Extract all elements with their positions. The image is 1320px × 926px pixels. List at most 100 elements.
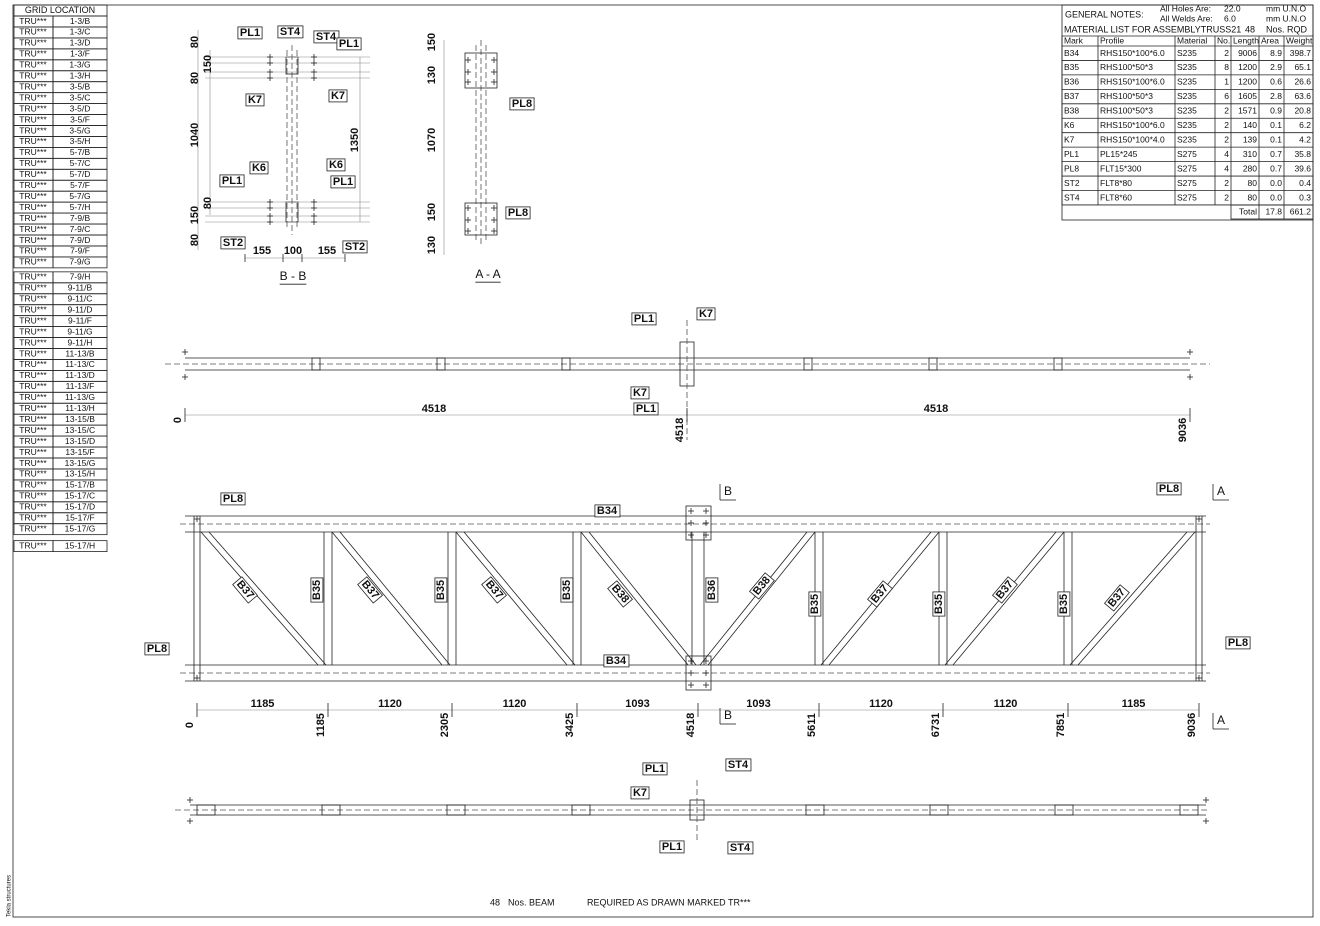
- label: PL8: [1159, 483, 1179, 495]
- label: REQUIRED AS DRAWN MARKED TR***: [587, 897, 751, 907]
- cell-text: 0.7: [1270, 163, 1282, 173]
- label: 80: [189, 234, 201, 246]
- label-box: [245, 93, 265, 107]
- cell-text: RHS150*100*6.0: [1100, 48, 1165, 58]
- cell-text: TRU***: [19, 403, 47, 413]
- cell-text: 20.8: [1294, 106, 1311, 116]
- stiffener: [446, 804, 466, 816]
- cell-text: 11-13/G: [65, 392, 95, 402]
- cell-text: TRU***: [19, 103, 47, 113]
- label-box: [607, 580, 634, 608]
- cell-text: TRU***: [19, 315, 47, 325]
- column-header: Area: [1261, 35, 1279, 45]
- cell-text: 15-17/F: [65, 513, 94, 523]
- label: 9036: [1177, 418, 1189, 442]
- label: 4518: [685, 713, 697, 737]
- cell-text: 5-7/G: [69, 191, 90, 201]
- label: PL1: [240, 27, 260, 39]
- cell-text: 15-17/B: [65, 480, 95, 490]
- cell-text: 2.9: [1270, 62, 1282, 72]
- cell-text: TRU***: [19, 202, 47, 212]
- cell-text: 13-15/D: [65, 436, 95, 446]
- cell-text: TRU***: [19, 180, 47, 190]
- column-header: Mark: [1064, 35, 1084, 45]
- cell-text: TRU***: [19, 136, 47, 146]
- plate: [685, 505, 712, 541]
- cell-text: 13-15/H: [65, 469, 95, 479]
- cell-text: K7: [1064, 134, 1075, 144]
- cell-text: 3-5/H: [70, 136, 91, 146]
- label: 150: [189, 206, 201, 224]
- label-box: [237, 26, 263, 40]
- label-box: [630, 786, 650, 800]
- cell-text: PL1: [1064, 149, 1079, 159]
- cell-text: TRU***: [19, 147, 47, 157]
- cell-text: TRU***: [19, 27, 47, 37]
- cell-text: FLT8*60: [1100, 192, 1132, 202]
- stiffener: [929, 804, 949, 816]
- cell-text: 5-7/B: [70, 147, 91, 157]
- label: 0: [172, 417, 184, 423]
- cell-text: 1571: [1238, 106, 1257, 116]
- stiffener: [1179, 804, 1199, 816]
- label-box: [727, 841, 754, 855]
- label: 150: [202, 55, 214, 73]
- label: PL1: [222, 175, 242, 187]
- label: B: [724, 484, 732, 498]
- cell-text: TRU***: [19, 540, 47, 550]
- line: [339, 531, 451, 666]
- label-box: [220, 492, 246, 506]
- label: PL1: [636, 403, 656, 415]
- label: PL8: [1228, 637, 1248, 649]
- cell-text: S235: [1177, 48, 1197, 58]
- cell-text: S275: [1177, 163, 1197, 173]
- label-box: [633, 402, 659, 416]
- cell-text: TRU***: [19, 92, 47, 102]
- label-box: [434, 577, 448, 603]
- label: 7851: [1055, 713, 1067, 737]
- cell-text: 0.1: [1270, 120, 1282, 130]
- cell-text: TRU***: [19, 272, 47, 282]
- cell-text: TRU***: [19, 447, 47, 457]
- cell-text: 26.6: [1294, 77, 1311, 87]
- cell-text: TRU***: [19, 491, 47, 501]
- cell-text: TRU***: [19, 370, 47, 380]
- label-box: [748, 572, 775, 600]
- cell-text: RHS100*50*3: [1100, 62, 1153, 72]
- label: K7: [248, 94, 262, 106]
- label-box: [866, 580, 893, 608]
- cell-text: S235: [1177, 62, 1197, 72]
- cell-text: TRU***: [19, 469, 47, 479]
- cell-text: RHS150*100*6.0: [1100, 77, 1165, 87]
- cell-text: TRU***: [19, 523, 47, 533]
- line: [331, 531, 443, 666]
- cell-text: 2.8: [1270, 91, 1282, 101]
- cell-text: TRU***: [19, 191, 47, 201]
- cell-text: 9-11/F: [68, 315, 92, 325]
- label: 1185: [251, 698, 275, 710]
- cell-text: 2: [1224, 178, 1229, 188]
- cell-text: 1200: [1238, 77, 1257, 87]
- cell-text: RHS100*50*3: [1100, 91, 1153, 101]
- label: ST4: [280, 26, 301, 38]
- cell-text: TRU***: [19, 71, 47, 81]
- label: B: [724, 708, 732, 722]
- cell-text: 7-9/H: [70, 272, 91, 282]
- cell-text: RHS100*50*3: [1100, 106, 1153, 116]
- cell-text: 1-3/D: [70, 38, 91, 48]
- label: ST4: [730, 842, 751, 854]
- label-box: [310, 577, 324, 603]
- cell-text: 65.1: [1294, 62, 1311, 72]
- stiffener: [803, 357, 813, 371]
- label-box: [594, 504, 621, 518]
- cell-text: 0.7: [1270, 149, 1282, 159]
- cell-text: TRU***: [19, 169, 47, 179]
- label: 6731: [930, 713, 942, 737]
- line: [952, 531, 1065, 666]
- stiffener: [805, 804, 825, 816]
- cell-text: 5-7/H: [70, 202, 91, 212]
- line: [455, 531, 568, 666]
- label-box: [313, 30, 340, 44]
- label: 155: [318, 245, 336, 257]
- stiffener: [928, 357, 938, 371]
